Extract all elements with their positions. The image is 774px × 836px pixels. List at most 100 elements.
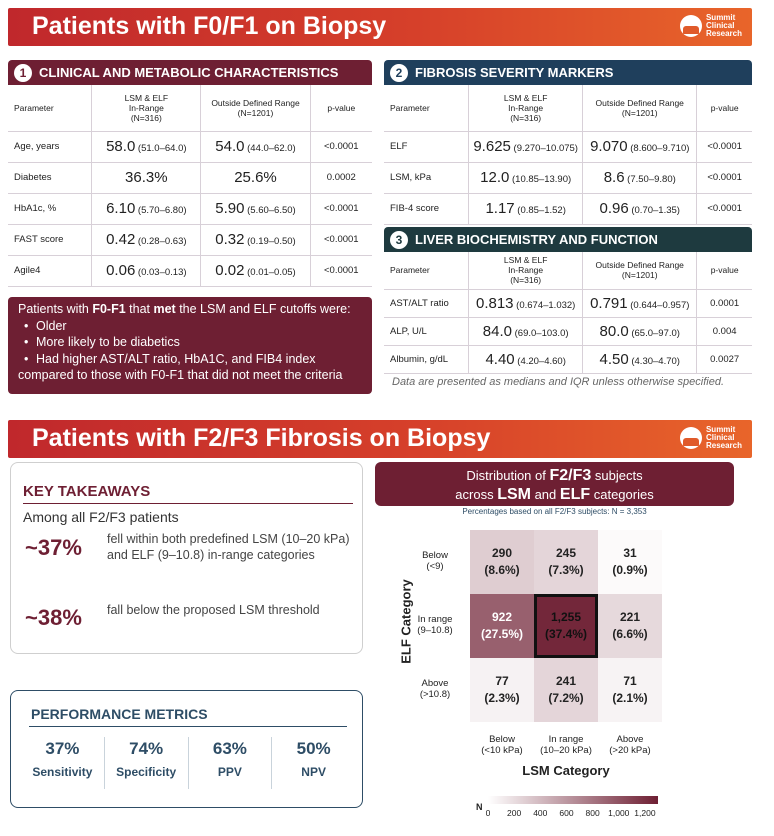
in-range-cell: 6.10 (5.70–6.80) <box>91 193 202 225</box>
param-cell: Albumin, g/dL <box>384 345 470 374</box>
distribution-subtitle: Percentages based on all F2/F3 subjects:… <box>462 507 647 516</box>
y-tick-label: Below (<9) <box>422 550 448 572</box>
y-tick-label: Above (>10.8) <box>419 678 451 700</box>
summary-bullet: More likely to be diabetics <box>18 334 362 351</box>
heatmap-cell: 1,255 (37.4%) <box>534 594 598 658</box>
company-logo: Summit Clinical Research <box>679 426 742 450</box>
outside-range-cell: 54.0 (44.0–62.0) <box>200 131 311 163</box>
cell-count: 922 <box>491 610 513 624</box>
panel1-title: CLINICAL AND METABOLIC CHARACTERISTICS <box>39 65 339 80</box>
sun-logo-icon <box>679 427 702 449</box>
table-row: AST/ALT ratio 0.813 (0.674–1.032) 0.791 (0… <box>384 289 752 318</box>
in-range-cell: 4.40 (4.20–4.60) <box>468 345 584 374</box>
table-row: ELF 9.625 (9.270–10.075) 9.070 (8.600–9.71… <box>384 131 752 163</box>
param-cell: FAST score <box>8 224 93 256</box>
divider <box>23 503 353 504</box>
metrics-row: 37% Sensitivity 74% Specificity 63% PPV 50% NPV <box>21 737 355 789</box>
table-row: FAST score 0.42 (0.28–0.63) 0.32 (0.19–0.5… <box>8 224 372 256</box>
p-value-cell: 0.0002 <box>310 162 372 194</box>
outside-range-cell: 80.0 (65.0–97.0) <box>582 317 698 346</box>
summary-intro: Patients with F0-F1 that met the LSM and… <box>18 302 351 316</box>
cell-percent: (2.1%) <box>612 691 648 705</box>
f0f1-summary: Patients with F0-F1 that met the LSM and… <box>8 297 372 394</box>
metric-value: 37% <box>45 739 80 758</box>
takeaway-text-1: fell within both predefined LSM (10–20 k… <box>107 532 350 562</box>
in-range-cell: 36.3% <box>91 162 202 194</box>
cell-percent: (2.3%) <box>484 691 520 705</box>
table-header: Parameter <box>384 252 470 290</box>
p-value-cell: <0.0001 <box>310 255 372 287</box>
param-cell: LSM, kPa <box>384 162 470 194</box>
heatmap-cell: 241 (7.2%) <box>534 658 598 722</box>
cell-count: 77 <box>495 674 509 688</box>
colorbar-tick: 600 <box>559 808 574 818</box>
performance-metrics-box: PERFORMANCE METRICS 37% Sensitivity 74% Spe… <box>10 690 363 808</box>
metric-value: 63% <box>212 739 247 758</box>
panel2-number: 2 <box>390 63 408 82</box>
panel1-number: 1 <box>14 63 32 82</box>
metric-label: Sensitivity <box>32 765 93 779</box>
key-subheading: Among all F2/F3 patients <box>23 509 179 525</box>
cell-percent: (6.6%) <box>612 627 648 641</box>
in-range-cell: 12.0 (10.85–13.90) <box>468 162 584 194</box>
table-row: FIB-4 score 1.17 (0.85–1.52) 0.96 (0.70–1.… <box>384 193 752 225</box>
outside-range-cell: 0.02 (0.01–0.05) <box>200 255 311 287</box>
in-range-cell: 58.0 (51.0–64.0) <box>91 131 202 163</box>
metric-npv: 50% NPV <box>272 737 355 789</box>
clinical-table: Parameter LSM & ELF In-Range (N=316) Outsi… <box>8 85 372 287</box>
table-header: p-value <box>696 85 752 132</box>
summary-bullet: Had higher AST/ALT ratio, HbA1C, and FIB… <box>18 351 362 368</box>
table-header: Outside Defined Range (N=1201) <box>200 85 311 132</box>
colorbar <box>488 796 658 804</box>
heatmap-cell: 31 (0.9%) <box>598 530 662 594</box>
performance-heading: PERFORMANCE METRICS <box>31 706 208 722</box>
in-range-cell: 0.813 (0.674–1.032) <box>468 289 584 318</box>
slide2-title: Patients with F2/F3 Fibrosis on Biopsy <box>32 424 491 452</box>
in-range-cell: 84.0 (69.0–103.0) <box>468 317 584 346</box>
p-value-cell: 0.004 <box>696 317 752 346</box>
table-header: Outside Defined Range (N=1201) <box>582 252 698 290</box>
p-value-cell: <0.0001 <box>310 224 372 256</box>
summary-closing: compared to those with F0-F1 that did no… <box>18 368 343 382</box>
p-value-cell: <0.0001 <box>696 162 752 194</box>
p-value-cell: <0.0001 <box>310 193 372 225</box>
outside-range-cell: 8.6 (7.50–9.80) <box>582 162 698 194</box>
x-tick-label: Below (<10 kPa) <box>481 734 523 756</box>
heatmap-cell: 77 (2.3%) <box>470 658 534 722</box>
p-value-cell: <0.0001 <box>310 131 372 163</box>
heatmap-cell: 290 (8.6%) <box>470 530 534 594</box>
y-tick-label: In range (9–10.8) <box>417 614 453 636</box>
param-cell: Age, years <box>8 131 93 163</box>
outside-range-cell: 4.50 (4.30–4.70) <box>582 345 698 374</box>
table-header: LSM & ELF In-Range (N=316) <box>468 252 584 290</box>
cell-count: 1,255 <box>550 610 582 624</box>
metric-label: PPV <box>217 765 242 779</box>
sun-logo-icon <box>679 15 702 37</box>
table-header: p-value <box>310 85 372 132</box>
slide1-banner: Patients with F0/F1 on Biopsy Summit Cli… <box>8 8 752 46</box>
cell-count: 221 <box>619 610 641 624</box>
table-header: LSM & ELF In-Range (N=316) <box>468 85 584 132</box>
outside-range-cell: 0.791 (0.644–0.957) <box>582 289 698 318</box>
heatmap-cell: 245 (7.3%) <box>534 530 598 594</box>
panel2-title: FIBROSIS SEVERITY MARKERS <box>415 65 614 80</box>
cell-percent: (8.6%) <box>484 563 520 577</box>
cell-count: 245 <box>555 546 577 560</box>
in-range-cell: 0.06 (0.03–0.13) <box>91 255 202 287</box>
cell-percent: (7.2%) <box>548 691 584 705</box>
table-row: Albumin, g/dL 4.40 (4.20–4.60) 4.50 (4.30–… <box>384 345 752 374</box>
colorbar-tick: 800 <box>585 808 600 818</box>
param-cell: ELF <box>384 131 470 163</box>
table-row: ALP, U/L 84.0 (69.0–103.0) 80.0 (65.0–97.0… <box>384 317 752 346</box>
cell-percent: (7.3%) <box>548 563 584 577</box>
table-header: Outside Defined Range (N=1201) <box>582 85 698 132</box>
p-value-cell: 0.0027 <box>696 345 752 374</box>
metric-value: 50% <box>296 739 331 758</box>
table-header: LSM & ELF In-Range (N=316) <box>91 85 202 132</box>
outside-range-cell: 25.6% <box>200 162 311 194</box>
slide1-title: Patients with F0/F1 on Biopsy <box>32 12 387 40</box>
table-row: Diabetes 36.3% 25.6% 0.0002 <box>8 162 372 194</box>
metric-label: NPV <box>301 765 326 779</box>
param-cell: FIB-4 score <box>384 193 470 225</box>
cell-count: 290 <box>491 546 513 560</box>
